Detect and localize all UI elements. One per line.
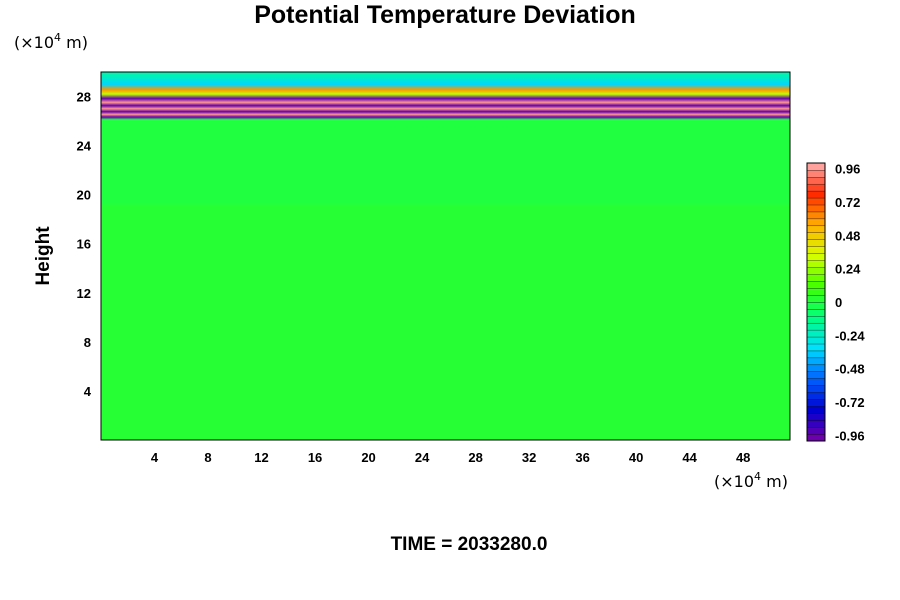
y-axis-ticks: 4 8 12 16 20 24 28 — [77, 90, 92, 399]
y-unit-label: (×104 m) — [14, 31, 88, 52]
colorbar-level — [806, 413, 826, 421]
x-tick-label: 16 — [308, 450, 322, 465]
colorbar — [806, 162, 826, 442]
colorbar-tick-label: -0.96 — [835, 428, 865, 443]
colorbar-level — [806, 336, 826, 345]
colorbar-level — [806, 232, 826, 240]
colorbar-level — [806, 190, 826, 199]
colorbar-tick-label: 0.48 — [835, 228, 860, 243]
colorbar-level — [806, 294, 826, 303]
x-tick-label: 28 — [468, 450, 482, 465]
colorbar-level — [806, 315, 826, 324]
y-axis-label: Height — [33, 226, 54, 286]
colorbar-level — [806, 357, 826, 366]
x-tick-label: 12 — [254, 450, 268, 465]
colorbar-level — [806, 371, 826, 379]
colorbar-level — [806, 218, 826, 227]
x-unit-label: (×104 m) — [714, 470, 788, 491]
colorbar-level — [806, 392, 826, 400]
colorbar-level — [806, 350, 826, 359]
colorbar-level — [806, 267, 826, 275]
colorbar-tick-label: -0.24 — [835, 328, 865, 343]
colorbar-level — [806, 225, 826, 233]
colorbar-tick-label: 0.24 — [835, 262, 861, 277]
colorbar-level — [806, 204, 826, 213]
colorbar-tick-label: -0.48 — [835, 362, 865, 377]
plot-area — [100, 71, 791, 441]
y-tick-label: 12 — [77, 286, 91, 301]
colorbar-level — [806, 406, 826, 414]
colorbar-level — [806, 301, 826, 310]
x-tick-label: 48 — [736, 450, 750, 465]
colorbar-level — [806, 322, 826, 331]
colorbar-tick-label: 0 — [835, 295, 842, 310]
colorbar-level — [806, 308, 826, 317]
colorbar-level — [806, 287, 826, 296]
time-annotation: TIME = 2033280.0 — [391, 534, 548, 555]
x-tick-label: 20 — [361, 450, 375, 465]
colorbar-level — [806, 433, 826, 442]
y-tick-label: 20 — [77, 188, 91, 203]
colorbar-level — [806, 378, 826, 386]
colorbar-level — [806, 197, 826, 206]
colorbar-level — [806, 399, 826, 407]
x-tick-label: 32 — [522, 450, 536, 465]
banded-field — [101, 72, 790, 205]
x-axis-ticks: 4 8 12 16 20 24 28 32 36 40 44 48 — [151, 450, 751, 465]
colorbar-level — [806, 169, 826, 178]
x-tick-label: 8 — [204, 450, 211, 465]
colorbar-level — [806, 239, 826, 247]
colorbar-level — [806, 211, 826, 220]
colorbar-level — [806, 274, 826, 282]
x-tick-label: 40 — [629, 450, 643, 465]
x-tick-label: 36 — [575, 450, 589, 465]
x-tick-label: 4 — [151, 450, 159, 465]
colorbar-level — [806, 364, 826, 372]
x-tick-label: 44 — [682, 450, 697, 465]
y-tick-label: 4 — [84, 384, 92, 399]
colorbar-level — [806, 280, 826, 289]
colorbar-tick-label: -0.72 — [835, 395, 865, 410]
colorbar-tick-labels: 0.96 0.72 0.48 0.24 0 -0.24 -0.48 -0.72 -0.96 — [835, 162, 865, 444]
colorbar-level — [806, 176, 826, 185]
colorbar-level — [806, 419, 826, 428]
colorbar-level — [806, 253, 826, 261]
colorbar-level — [806, 162, 826, 171]
y-tick-label: 28 — [77, 90, 91, 105]
colorbar-level — [806, 246, 826, 254]
y-tick-label: 16 — [77, 237, 91, 252]
colorbar-level — [806, 426, 826, 435]
colorbar-level — [806, 183, 826, 192]
colorbar-level — [806, 385, 826, 393]
colorbar-level — [806, 343, 826, 352]
colorbar-level — [806, 260, 826, 268]
colorbar-tick-label: 0.96 — [835, 162, 860, 177]
y-tick-label: 8 — [84, 335, 91, 350]
x-tick-label: 24 — [415, 450, 430, 465]
colorbar-level — [806, 329, 826, 338]
y-tick-label: 24 — [77, 139, 92, 154]
chart-title: Potential Temperature Deviation — [254, 1, 636, 29]
colorbar-tick-label: 0.72 — [835, 195, 860, 210]
